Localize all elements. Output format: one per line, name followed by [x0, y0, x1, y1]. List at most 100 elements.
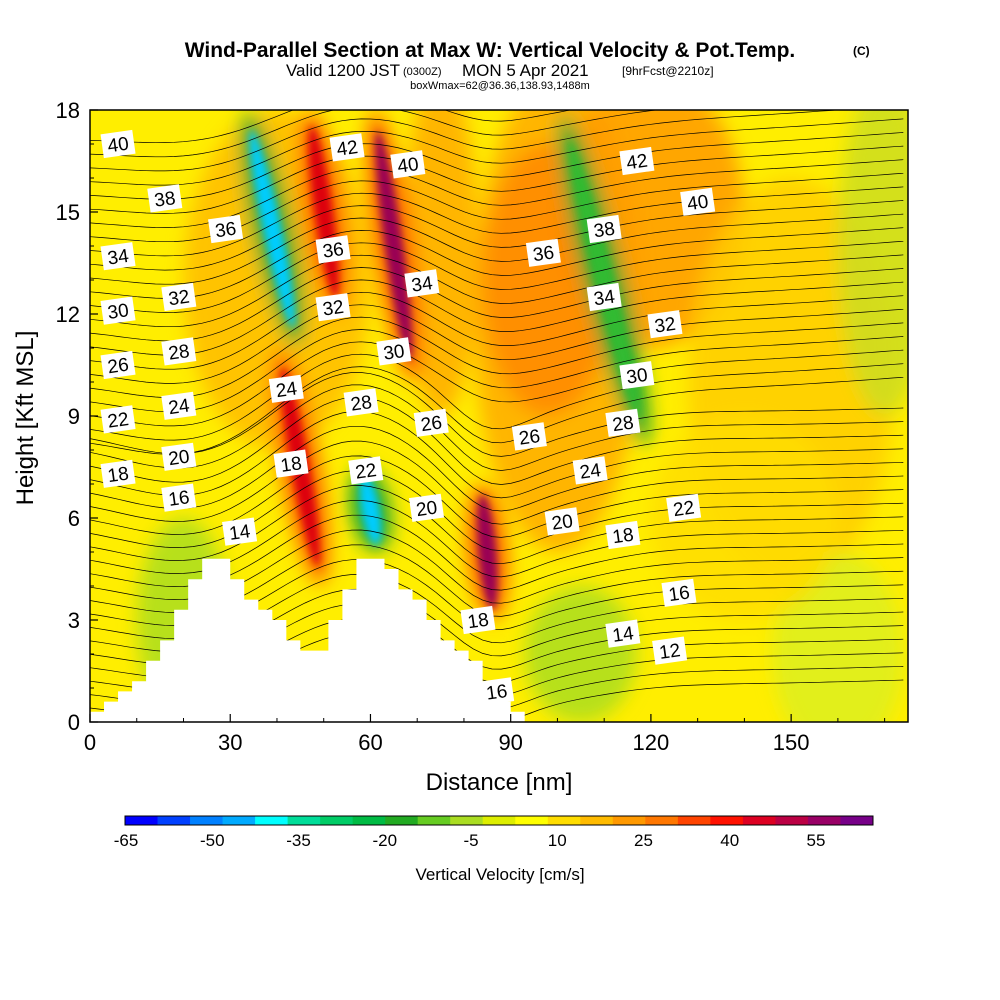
- theta-label-box: [376, 337, 412, 366]
- theta-label-text: 36: [532, 242, 556, 266]
- theta-contour-34: [90, 200, 904, 271]
- theta-contour-42: [90, 110, 660, 158]
- x-axis-label: Distance [nm]: [426, 769, 573, 796]
- colorbar-swatch-11: [482, 816, 516, 825]
- theta-label-33: 32: [647, 310, 683, 339]
- valid-prefix: Valid 1200 JST: [286, 61, 400, 80]
- theta-label-39: 20: [544, 507, 580, 536]
- theta-contour-35: [90, 186, 904, 257]
- theta-label-text: 32: [653, 314, 677, 338]
- theta-label-text: 22: [672, 497, 696, 521]
- x-axis: 0 30 60 90 120 150: [84, 714, 886, 755]
- theta-label-text: 40: [686, 191, 710, 215]
- theta-contour-17: [90, 411, 904, 499]
- theta-label-20: 34: [404, 269, 440, 298]
- colorbar-frame: [124, 815, 874, 826]
- theta-label-text: 28: [349, 392, 373, 416]
- theta-contour-38: [90, 145, 904, 214]
- theta-label-text: 38: [592, 219, 616, 243]
- theta-label-box: [161, 337, 197, 366]
- theta-label-box: [605, 520, 641, 550]
- y-tick-label: 3: [68, 608, 80, 633]
- theta-label-box: [605, 408, 641, 437]
- colorbar-swatch-12: [515, 816, 549, 825]
- vv-feature-core-5: [359, 473, 382, 546]
- theta-label-26: 18: [460, 605, 496, 635]
- theta-contour-31: [90, 240, 904, 313]
- theta-label-4: 32: [161, 282, 197, 312]
- theta-contour-30: [90, 254, 904, 328]
- vv-feature-core-2: [375, 131, 413, 361]
- theta-label-text: 34: [106, 246, 130, 270]
- colorbar-swatch-21: [807, 816, 841, 825]
- colorbar-tick-label: 25: [634, 831, 653, 850]
- theta-label-box: [404, 269, 440, 298]
- theta-label-box: [409, 493, 445, 522]
- x-tick-label: 0: [84, 730, 96, 755]
- theta-contour-16: [90, 425, 904, 512]
- plot-area: 40 38 36 34 32 30 28 26 24 22 20 18 16 14 42 36 32 24 18 40…: [90, 110, 908, 722]
- field-tint-7: [524, 586, 637, 722]
- theta-label-23: 26: [413, 408, 449, 437]
- theta-label-box: [544, 507, 580, 536]
- theta-label-box: [619, 146, 655, 176]
- colorbar-label: Vertical Velocity [cm/s]: [415, 865, 584, 884]
- colorbar-swatch-22: [840, 816, 874, 825]
- theta-label-box: [348, 456, 384, 485]
- theta-label-text: 20: [415, 497, 439, 521]
- y-tick-label: 9: [68, 404, 80, 429]
- theta-label-box: [680, 187, 716, 216]
- theta-label-35: 28: [605, 408, 641, 437]
- colorbar-tick-label: 40: [720, 831, 739, 850]
- theta-label-18: 18: [273, 449, 309, 478]
- theta-label-box: [161, 483, 197, 512]
- theta-label-28: 42: [619, 146, 655, 176]
- colorbar-tick-label: -5: [463, 831, 478, 850]
- theta-label-5: 30: [100, 296, 136, 325]
- theta-contour-27: [90, 291, 904, 370]
- colorbar-swatch-9: [417, 816, 451, 825]
- theta-label-text: 24: [578, 460, 602, 484]
- theta-label-34: 30: [619, 361, 655, 390]
- theta-label-box: [329, 133, 365, 162]
- theta-label-box: [661, 578, 697, 607]
- theta-label-text: 36: [214, 219, 238, 243]
- theta-label-14: 42: [329, 133, 365, 162]
- colorbar-swatch-15: [612, 816, 646, 825]
- colorbar-swatch-3: [222, 816, 256, 825]
- theta-contour-21: [90, 366, 904, 455]
- theta-label-2: 36: [208, 214, 244, 244]
- theta-label-text: 26: [106, 355, 130, 379]
- theta-label-24: 22: [348, 456, 384, 485]
- theta-contour-41: [90, 110, 842, 172]
- theta-label-29: 40: [680, 187, 716, 216]
- theta-label-6: 28: [161, 337, 197, 366]
- theta-contour-23: [90, 341, 904, 427]
- x-tick-label: 30: [218, 730, 242, 755]
- theta-label-1: 38: [147, 184, 183, 213]
- theta-label-text: 38: [153, 188, 177, 212]
- theta-label-box: [586, 214, 622, 244]
- theta-label-box: [147, 184, 183, 213]
- x-tick-label: 150: [773, 730, 810, 755]
- theta-label-text: 18: [466, 610, 490, 634]
- theta-contour-29: [90, 267, 904, 342]
- theta-label-box: [273, 449, 309, 478]
- theta-label-21: 30: [376, 337, 412, 366]
- theta-label-11: 18: [100, 459, 136, 488]
- theta-label-box: [100, 296, 136, 325]
- theta-label-text: 42: [335, 137, 359, 161]
- theta-label-box: [586, 282, 622, 312]
- theta-label-text: 26: [518, 426, 542, 450]
- theta-label-36: 26: [511, 422, 547, 451]
- theta-label-text: 18: [279, 453, 303, 477]
- theta-label-text: 30: [106, 300, 130, 324]
- theta-contour-18: [90, 396, 904, 485]
- theta-label-box: [208, 214, 244, 244]
- colorbar-swatch-6: [320, 816, 354, 825]
- forecast-label: [9hrFcst@2210z]: [622, 64, 714, 78]
- theta-label-text: 40: [106, 134, 130, 158]
- theta-label-text: 12: [658, 640, 682, 664]
- colorbar-swatch-1: [157, 816, 191, 825]
